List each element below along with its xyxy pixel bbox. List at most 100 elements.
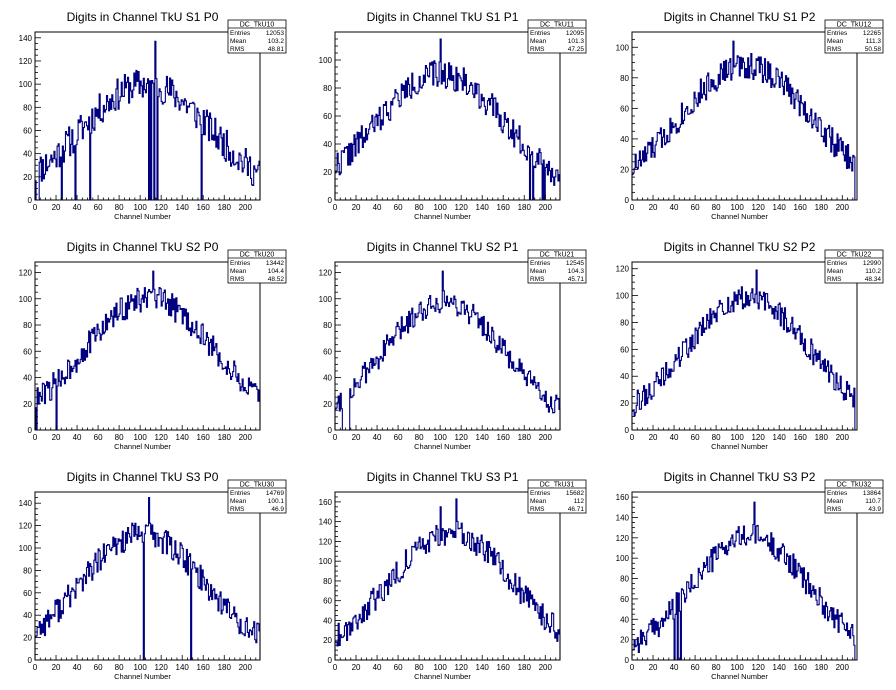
x-tick-label: 100 <box>433 663 447 672</box>
x-tick-label: 20 <box>352 433 361 442</box>
x-tick-label: 40 <box>670 663 679 672</box>
stats-value-rms: 47.25 <box>568 46 585 53</box>
y-tick-label: 40 <box>323 140 332 149</box>
stats-label-mean: Mean <box>827 268 844 275</box>
histogram-panel: Digits in Channel TkU S1 P0 0 20 40 60 80 100 1… <box>19 10 287 221</box>
stats-box-frame <box>527 479 587 514</box>
stats-value-entries: 12265 <box>863 30 881 37</box>
x-tick-label: 100 <box>133 203 147 212</box>
x-tick-label: 160 <box>197 433 211 442</box>
x-tick-label: 80 <box>712 203 721 212</box>
x-tick-label: 20 <box>52 203 61 212</box>
stats-value-mean: 111.3 <box>866 38 882 45</box>
y-tick-label: 40 <box>23 611 32 620</box>
x-tick-label: 60 <box>691 433 700 442</box>
y-tick-label: 40 <box>23 150 32 159</box>
y-tick-label: 20 <box>323 636 332 645</box>
x-tick-label: 60 <box>94 203 103 212</box>
y-tick-label: 80 <box>323 84 332 93</box>
stats-name: DC_TkU31 <box>540 482 575 489</box>
stats-value-entries: 12053 <box>266 30 284 37</box>
y-tick-label: 160 <box>616 493 630 502</box>
x-axis-label: Channel Number <box>711 212 768 221</box>
x-tick-label: 40 <box>373 203 382 212</box>
stats-label-rms: RMS <box>230 506 245 513</box>
stats-label-rms: RMS <box>230 276 245 283</box>
y-tick-label: 0 <box>625 426 630 435</box>
stats-value-entries: 12990 <box>863 260 881 267</box>
y-tick-label: 60 <box>323 597 332 606</box>
histogram-line <box>334 270 561 431</box>
y-tick-label: 40 <box>620 372 629 381</box>
x-tick-label: 80 <box>712 663 721 672</box>
stats-label-entries: Entries <box>530 260 551 267</box>
stats-value-entries: 13442 <box>266 260 284 267</box>
stats-label-mean: Mean <box>827 38 844 45</box>
x-tick-label: 180 <box>815 663 829 672</box>
stats-label-entries: Entries <box>530 490 551 497</box>
x-tick-label: 0 <box>630 663 635 672</box>
stats-value-mean: 103.2 <box>268 38 285 45</box>
x-tick-label: 80 <box>415 663 424 672</box>
x-tick-label: 80 <box>115 433 124 442</box>
y-tick-label: 120 <box>19 522 33 531</box>
x-tick-label: 180 <box>218 663 232 672</box>
x-tick-label: 60 <box>691 663 700 672</box>
x-tick-label: 20 <box>52 663 61 672</box>
x-axis-label: Channel Number <box>711 442 768 451</box>
x-tick-label: 40 <box>73 203 82 212</box>
x-tick-label: 80 <box>415 203 424 212</box>
x-tick-label: 40 <box>373 433 382 442</box>
stats-name: DC_TkU12 <box>837 22 872 29</box>
y-tick-label: 0 <box>328 426 333 435</box>
y-tick-label: 20 <box>620 636 629 645</box>
y-tick-label: 100 <box>319 557 333 566</box>
histogram-panel: Digits in Channel TkU S2 P2 0 20 40 60 80 100 1… <box>616 240 884 451</box>
stats-box-frame <box>527 249 587 284</box>
x-tick-label: 60 <box>94 433 103 442</box>
stats-label-rms: RMS <box>230 46 245 53</box>
stats-name: DC_TkU22 <box>837 252 872 259</box>
y-tick-label: 40 <box>23 374 32 383</box>
stats-label-entries: Entries <box>827 490 848 497</box>
stats-value-entries: 12095 <box>566 30 584 37</box>
panel-title: Digits in Channel TkU S3 P2 <box>664 470 816 484</box>
stats-label-rms: RMS <box>827 276 842 283</box>
x-tick-label: 160 <box>794 433 808 442</box>
x-tick-label: 80 <box>115 203 124 212</box>
x-tick-label: 40 <box>73 663 82 672</box>
y-tick-label: 120 <box>19 57 33 66</box>
stats-label-mean: Mean <box>230 38 247 45</box>
y-tick-label: 40 <box>323 616 332 625</box>
y-tick-label: 20 <box>23 634 32 643</box>
x-axis-label: Channel Number <box>414 442 471 451</box>
y-tick-label: 20 <box>620 165 629 174</box>
stats-label-entries: Entries <box>230 260 251 267</box>
y-tick-label: 160 <box>319 498 333 507</box>
histogram-panel: Digits in Channel TkU S1 P2 0 20 40 60 80 100 1… <box>616 10 884 221</box>
stats-box-frame <box>227 249 287 284</box>
x-tick-label: 0 <box>630 203 635 212</box>
stats-label-entries: Entries <box>230 490 251 497</box>
x-tick-label: 20 <box>649 203 658 212</box>
stats-label-entries: Entries <box>230 30 251 37</box>
y-tick-label: 40 <box>620 615 629 624</box>
y-tick-label: 100 <box>319 56 333 65</box>
stats-value-mean: 110.2 <box>865 268 881 275</box>
histogram-line <box>334 38 561 201</box>
histogram-panel: Digits in Channel TkU S3 P0 0 20 40 60 80 100 1… <box>19 470 287 681</box>
x-tick-label: 140 <box>476 203 490 212</box>
x-tick-label: 20 <box>352 663 361 672</box>
x-tick-label: 120 <box>154 433 168 442</box>
x-tick-label: 140 <box>476 433 490 442</box>
y-tick-label: 80 <box>323 321 332 330</box>
x-tick-label: 20 <box>352 203 361 212</box>
histogram-panel: Digits in Channel TkU S1 P1 0 20 40 60 80 100 1… <box>319 10 587 221</box>
y-tick-label: 60 <box>620 104 629 113</box>
y-tick-label: 60 <box>23 347 32 356</box>
plot-frame <box>34 261 261 431</box>
y-tick-label: 60 <box>323 347 332 356</box>
